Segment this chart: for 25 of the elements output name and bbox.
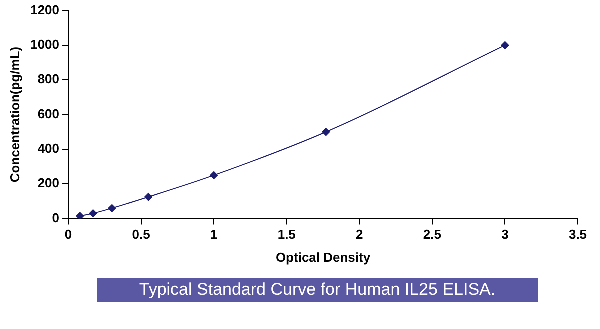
x-tick-label: 3 [502,227,509,242]
y-tick-label: 800 [38,72,60,87]
x-axis-title: Optical Density [276,250,372,265]
point [501,41,510,50]
x-tick-label: 1 [210,227,218,242]
y-axis-title: Concentration(pg/mL) [7,46,22,183]
point [108,204,116,212]
text: Typical Standard Curve for Human IL25 ELISA. [97,278,538,302]
x-tick-label: 0 [64,227,72,242]
y-tick-label: 1200 [30,2,60,18]
y-tick-label: 400 [38,141,60,156]
x-tick-label: 2.5 [423,227,442,242]
point [76,212,84,219]
point [89,210,98,218]
y-tick-label: 0 [52,210,60,226]
point [210,171,218,180]
y-tick-label: 600 [38,106,60,122]
x-tick-label: 3.5 [568,227,588,242]
x-tick-label: 0.5 [132,227,150,242]
point [322,128,330,136]
x-tick-label: 1.5 [278,227,296,242]
point [144,193,153,202]
y-tick-label: 1000 [30,37,60,52]
y-tick-label: 200 [38,176,60,191]
x-tick-label: 2 [356,227,364,242]
